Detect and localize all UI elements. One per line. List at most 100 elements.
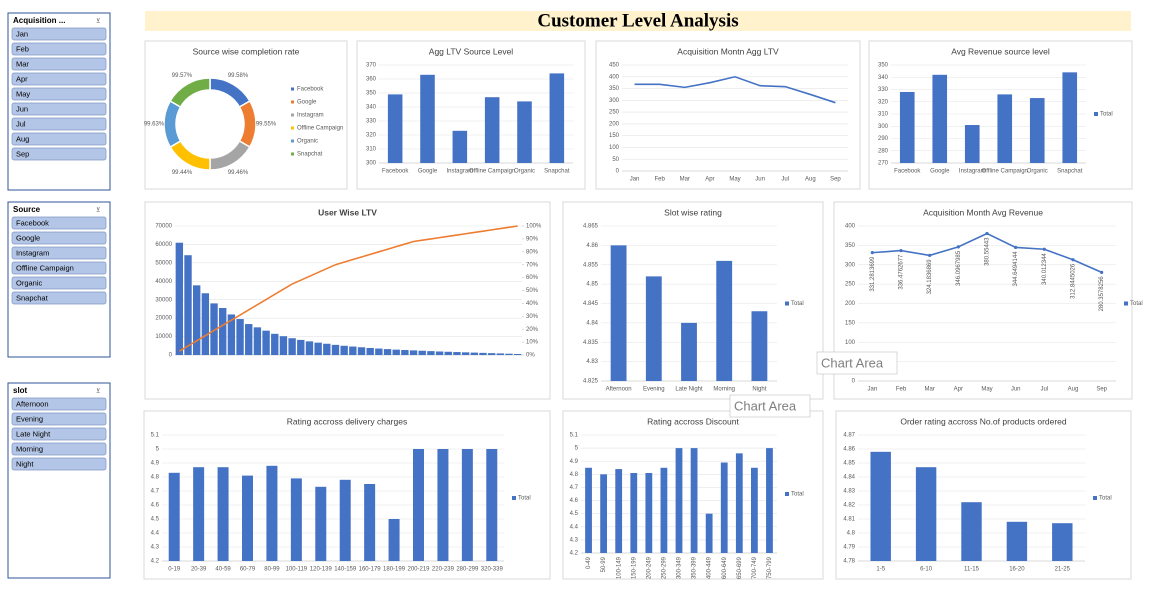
slicer-item-label[interactable]: Feb: [16, 44, 29, 53]
tooltip: [816, 351, 898, 375]
slicer-item-label[interactable]: Instagram: [16, 248, 49, 257]
x-tick-label: Evening: [643, 387, 665, 393]
tooltip: [729, 394, 811, 418]
bar: [383, 349, 392, 355]
y-tick-label: 4.5: [570, 511, 579, 517]
slicer-item-label[interactable]: Organic: [16, 278, 43, 287]
line-point: [985, 231, 989, 236]
y-tick-label: 100: [845, 340, 856, 346]
y-tick-label: 60000: [155, 242, 172, 248]
slicer-item[interactable]: [11, 261, 107, 275]
slicer-item-label[interactable]: Apr: [16, 74, 28, 83]
slicer-item[interactable]: [11, 132, 107, 146]
data-label: 99.58%: [228, 73, 249, 79]
y-tick-label: 50: [612, 157, 619, 163]
y-tick-label: 4.855: [583, 262, 599, 268]
legend-label: Organic: [297, 139, 318, 145]
bar: [1052, 523, 1073, 561]
x-tick-label: Snapchat: [544, 169, 570, 175]
bar: [193, 285, 201, 355]
y2-tick-label: 80%: [526, 249, 539, 255]
slicer-item[interactable]: [11, 87, 107, 101]
slicer-item[interactable]: [11, 397, 107, 411]
x-tick-label: Afternoon: [606, 387, 632, 393]
x-tick-label: Jul: [781, 177, 789, 183]
y-tick-label: 4.87: [843, 433, 855, 439]
x-tick-label: 160-179: [359, 567, 382, 573]
x-tick-label: Aug: [805, 177, 816, 183]
slicer-item-label[interactable]: Jun: [16, 104, 28, 113]
slicer-item-label[interactable]: Afternoon: [16, 399, 49, 408]
slicer-item-label[interactable]: Aug: [16, 134, 29, 143]
bar: [645, 473, 653, 553]
slicer-item[interactable]: [11, 102, 107, 116]
bar: [413, 449, 424, 561]
y-tick-label: 300: [878, 124, 889, 130]
chart-panel: [595, 40, 861, 190]
x-tick-label: 20-39: [191, 567, 207, 573]
bar: [290, 478, 302, 561]
bar: [610, 245, 627, 381]
slicer-item[interactable]: [11, 147, 107, 161]
x-tick-label: 700-749: [752, 556, 758, 579]
slicer-item[interactable]: [11, 57, 107, 71]
y-tick-label: 4.83: [843, 489, 855, 495]
bar: [340, 345, 348, 355]
y-tick-label: 200: [609, 121, 620, 127]
slicer-item-label[interactable]: Evening: [16, 414, 43, 423]
slicer-item[interactable]: [11, 216, 107, 230]
bar: [375, 348, 383, 355]
y-tick-label: 330: [878, 87, 889, 93]
slicer-item[interactable]: [11, 117, 107, 131]
slicer-item-label[interactable]: Morning: [16, 444, 43, 453]
slicer-item[interactable]: [11, 42, 107, 56]
slicer-item-label[interactable]: Jan: [16, 29, 28, 38]
slicer-item-label[interactable]: Facebook: [16, 218, 49, 227]
x-tick-label: 40-59: [215, 567, 231, 573]
slicer-item-label[interactable]: Offline Campaign: [16, 263, 74, 272]
bar: [517, 101, 532, 163]
slicer-item-label[interactable]: Sep: [16, 149, 29, 158]
y-tick-label: 340: [366, 105, 377, 111]
x-tick-label: 60-79: [240, 567, 256, 573]
data-label: 99.55%: [256, 122, 277, 128]
y-tick-label: 450: [609, 63, 620, 69]
x-tick-label: 6-10: [920, 567, 933, 573]
bar: [315, 486, 327, 561]
slicer-item-label[interactable]: Google: [16, 233, 40, 242]
slicer-item[interactable]: [11, 231, 107, 245]
bar: [314, 342, 322, 355]
y-tick-label: 330: [366, 119, 377, 125]
slicer-item-label[interactable]: May: [16, 89, 30, 98]
slicer-item[interactable]: [11, 276, 107, 290]
y-tick-label: 4.2: [570, 551, 579, 557]
slicer-item[interactable]: [11, 442, 107, 456]
y-tick-label: 320: [878, 99, 889, 105]
slicer-item-label[interactable]: Late Night: [16, 429, 51, 438]
x-tick-label: Snapchat: [1057, 169, 1083, 175]
slicer-item-label[interactable]: Jul: [16, 119, 26, 128]
y-tick-label: 4.82: [843, 503, 855, 509]
slicer-item[interactable]: [11, 291, 107, 305]
slicer-filter-icon: ⊻: [96, 18, 100, 25]
slicer-item-label[interactable]: Mar: [16, 59, 29, 68]
slicer-item[interactable]: [11, 27, 107, 41]
slicer-item[interactable]: [11, 412, 107, 426]
data-label: 344.6494144: [1013, 251, 1019, 287]
chart-title: Rating accross delivery charges: [287, 416, 407, 426]
y-tick-label: 300: [609, 98, 620, 104]
slicer-title: Acquisition ...: [13, 16, 65, 25]
slicer-item[interactable]: [11, 246, 107, 260]
slicer-item[interactable]: [11, 72, 107, 86]
bar: [297, 339, 305, 355]
bar: [210, 303, 218, 355]
y-tick-label: 290: [878, 136, 889, 142]
x-tick-label: Offline Campaign: [469, 169, 515, 175]
slicer-item-label[interactable]: Snapchat: [16, 293, 49, 302]
slicer-item[interactable]: [11, 427, 107, 441]
slicer-item-label[interactable]: Night: [16, 459, 34, 468]
bar: [236, 319, 244, 355]
slicer-item[interactable]: [11, 457, 107, 471]
x-tick-label: Jan: [630, 177, 640, 183]
y-tick-label: 4.2: [151, 559, 160, 565]
